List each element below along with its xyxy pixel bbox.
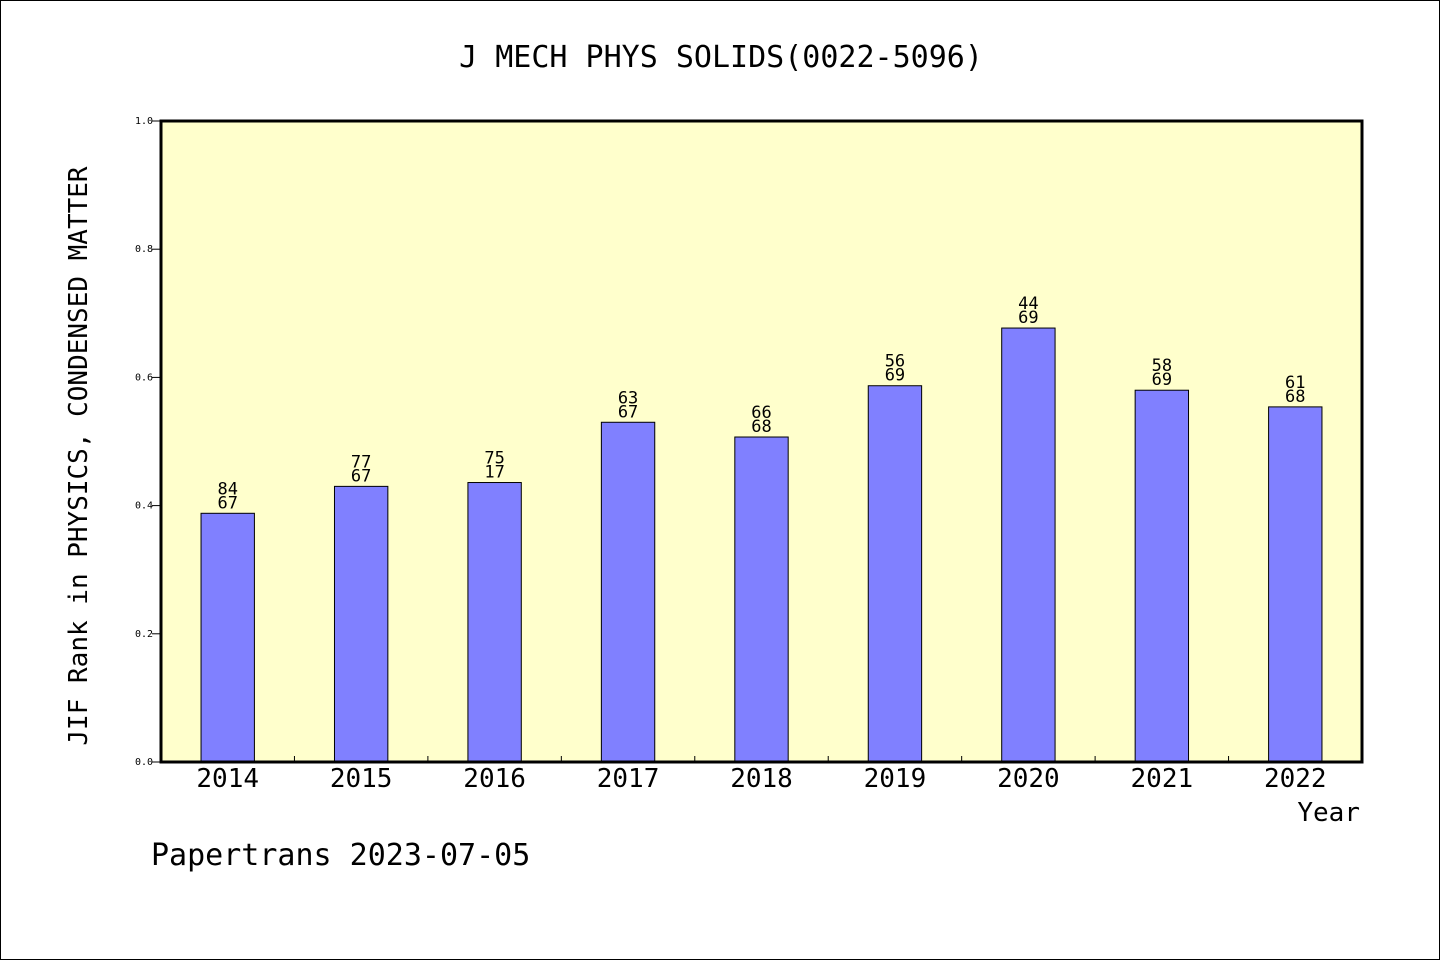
bar <box>600 421 656 763</box>
bar-label-rank: 56 <box>885 352 905 372</box>
bar <box>1268 406 1323 763</box>
bar-label-total: 67 <box>618 402 638 422</box>
bar <box>867 385 923 763</box>
y-tick-label: 1.0 <box>135 116 153 127</box>
x-tick-label: 2018 <box>730 764 793 794</box>
x-tick-label: 2014 <box>196 764 259 794</box>
bar-label-rank: 66 <box>751 403 771 423</box>
y-tick-label: 0.0 <box>135 757 153 768</box>
bar-label-total: 68 <box>1285 387 1305 407</box>
y-tick-label: 0.4 <box>135 501 153 512</box>
chart-title: J MECH PHYS SOLIDS(0022-5096) <box>459 40 983 75</box>
x-axis-label: Year <box>1297 798 1360 828</box>
bar-label-rank: 44 <box>1018 294 1038 314</box>
bars-group <box>200 327 1323 763</box>
x-tick-label: 2016 <box>463 764 526 794</box>
y-axis-ticks: 0.0 0.2 0.4 0.6 0.8 1.0 <box>135 116 161 768</box>
y-tick-label: 0.6 <box>135 372 153 383</box>
bar-label-total: 68 <box>751 417 771 437</box>
bar-label-total: 67 <box>351 466 371 486</box>
bar-label-rank: 61 <box>1285 373 1305 393</box>
y-tick-label: 0.2 <box>135 629 153 640</box>
footer-text: Papertrans 2023-07-05 <box>151 838 530 873</box>
x-tick-label: 2022 <box>1264 764 1327 794</box>
bar-label-total: 69 <box>885 366 905 386</box>
x-tick-label: 2017 <box>597 764 660 794</box>
x-tick-label: 2021 <box>1131 764 1194 794</box>
x-tick-label: 2019 <box>864 764 927 794</box>
bar-label-rank: 75 <box>484 449 504 469</box>
bar-label-rank: 58 <box>1152 356 1172 376</box>
bar <box>1134 389 1190 763</box>
plot-border <box>159 119 1364 764</box>
x-axis-ticks: 2014 2015 2016 2017 2018 2019 2020 2021 2022 <box>196 756 1327 794</box>
bar <box>200 512 255 763</box>
bar <box>333 485 389 763</box>
bar-label-total: 69 <box>1018 308 1038 328</box>
bar <box>1001 327 1056 763</box>
bar <box>734 436 789 763</box>
bar-label-total: 69 <box>1152 370 1172 390</box>
bar-label-total: 17 <box>484 463 504 483</box>
y-axis-label: JIF Rank in PHYSICS, CONDENSED MATTER <box>64 166 94 746</box>
bar-label-total: 67 <box>217 493 237 513</box>
bar <box>467 482 522 763</box>
y-tick-label: 0.8 <box>135 244 153 255</box>
bar-label-rank: 77 <box>351 452 371 472</box>
bar-label-rank: 63 <box>618 388 638 408</box>
x-tick-label: 2020 <box>997 764 1060 794</box>
bar-label-rank: 84 <box>217 479 237 499</box>
x-tick-label: 2015 <box>330 764 393 794</box>
